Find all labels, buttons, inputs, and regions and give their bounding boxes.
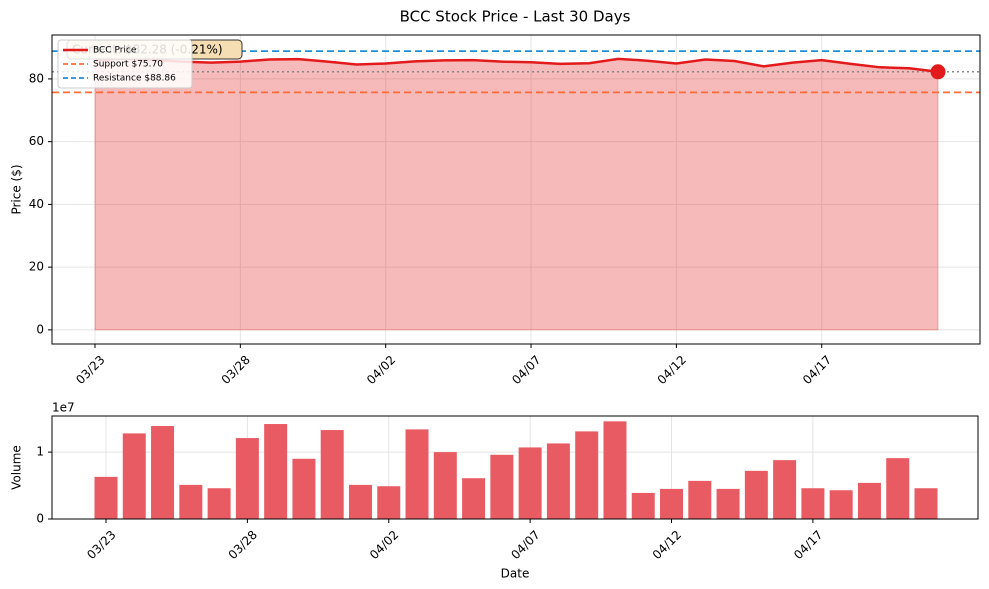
last-price-marker (930, 64, 946, 80)
bar (857, 482, 881, 519)
bar (179, 484, 203, 519)
bar (801, 488, 825, 519)
y-tick-label: 0 (36, 512, 44, 526)
y-tick-label: 20 (29, 260, 44, 274)
bar (207, 488, 231, 519)
x-tick-label: 03/28 (226, 528, 260, 562)
bar (94, 476, 118, 519)
bar (490, 454, 514, 519)
x-axis-label: Date (501, 567, 530, 581)
y-tick-label: 60 (29, 134, 44, 148)
bar (348, 484, 372, 519)
x-tick-label: 04/02 (367, 528, 401, 562)
y-tick-label: 40 (29, 197, 44, 211)
bar (773, 460, 797, 519)
x-tick-label: 03/23 (84, 528, 118, 562)
bar (546, 443, 570, 519)
y-tick-label: 0 (36, 322, 44, 336)
bar (433, 452, 457, 519)
bar (292, 458, 316, 519)
x-tick-label: 04/07 (509, 353, 543, 387)
bar (518, 447, 542, 519)
bar (688, 480, 712, 519)
bar (122, 433, 146, 519)
y-tick-label: 1 (36, 445, 44, 459)
x-tick-label: 04/12 (655, 353, 689, 387)
y-offset-label: 1e7 (52, 401, 75, 415)
bar (575, 431, 599, 519)
y-axis-label: Volume (10, 445, 24, 490)
bar (829, 490, 853, 519)
legend-box (57, 39, 193, 89)
chart-title: BCC Stock Price - Last 30 Days (400, 8, 631, 26)
bar (235, 438, 259, 519)
bar (320, 430, 344, 519)
bar (660, 488, 684, 519)
bar (886, 458, 910, 519)
bar (914, 488, 938, 519)
x-tick-label: 04/17 (791, 528, 825, 562)
bar (631, 492, 655, 519)
x-tick-label: 04/12 (650, 528, 684, 562)
bar (462, 478, 486, 519)
legend-label: BCC Price (93, 46, 137, 56)
bar (603, 421, 627, 519)
x-tick-label: 04/07 (508, 528, 542, 562)
bar (151, 426, 175, 519)
x-tick-label: 04/17 (800, 353, 834, 387)
x-tick-label: 03/23 (73, 353, 107, 387)
price-line (94, 57, 939, 74)
x-tick-label: 03/28 (219, 353, 253, 387)
area (94, 58, 939, 331)
y-axis-label: Price ($) (10, 164, 24, 214)
plot-frame (51, 415, 979, 520)
bar (377, 486, 401, 519)
plot-frame (51, 34, 981, 345)
y-tick-label: 80 (29, 71, 44, 85)
x-tick-label: 04/02 (364, 353, 398, 387)
bar (744, 470, 768, 519)
legend-label: Support $75.70 (93, 60, 163, 70)
bar (716, 488, 740, 519)
bar (405, 429, 429, 519)
bar (264, 424, 288, 519)
legend-label: Resistance $88.86 (93, 74, 176, 84)
